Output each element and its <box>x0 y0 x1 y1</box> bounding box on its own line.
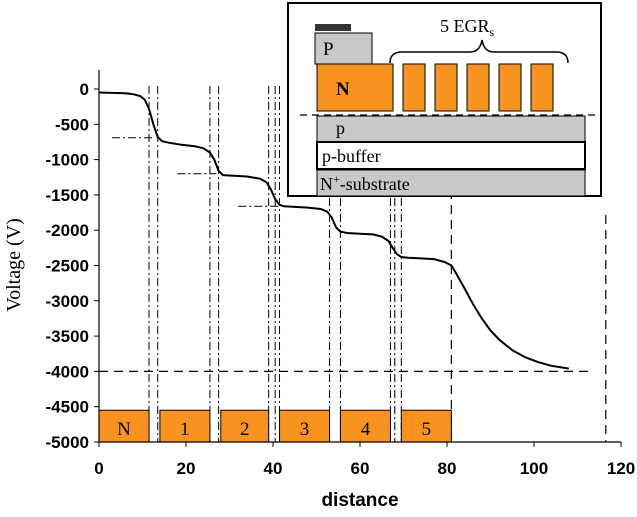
x-tick-label: 0 <box>94 459 103 478</box>
y-tick-label: -500 <box>55 115 89 134</box>
voltage-curve <box>98 91 569 370</box>
p-layer <box>316 115 586 143</box>
egr-ring-3 <box>466 63 490 112</box>
y-tick-label: -1000 <box>46 151 89 170</box>
y-tick-label: -3000 <box>46 292 89 311</box>
n-region-block <box>316 63 394 112</box>
p-region-block <box>314 32 373 65</box>
region-block-1 <box>159 409 211 443</box>
p-buffer-layer <box>316 141 586 170</box>
region-block-label: N <box>117 419 131 440</box>
contact-bar <box>315 24 351 31</box>
egr-ring-1 <box>402 63 426 112</box>
bottom-region-blocks: N 1 2 3 4 5 <box>98 409 452 443</box>
n-region-label: N <box>336 79 350 100</box>
egr-label: 5 EGRs <box>440 16 495 39</box>
x-tick-label: 80 <box>438 459 457 478</box>
y-tick-label: -4500 <box>46 398 89 417</box>
region-block-4 <box>339 409 391 443</box>
y-tick-label: -2500 <box>46 257 89 276</box>
x-tick-label: 100 <box>520 459 548 478</box>
region-block-label: 4 <box>361 419 371 440</box>
x-tick-label: 60 <box>351 459 370 478</box>
region-block-label: 2 <box>240 419 250 440</box>
y-axis-title: Voltage (V) <box>3 218 25 312</box>
egr-ring-5 <box>530 63 554 112</box>
x-tick-label: 20 <box>177 459 196 478</box>
egr-brace <box>389 39 569 64</box>
region-block-3 <box>279 409 331 443</box>
region-block-label: 3 <box>300 419 310 440</box>
y-tick-label: -4000 <box>46 362 89 381</box>
y-tick-label: 0 <box>80 80 89 99</box>
region-block-label: 1 <box>180 419 190 440</box>
y-tick-label: -3500 <box>46 327 89 346</box>
p-region-label: P <box>323 39 334 60</box>
substrate-label: N+-substrate <box>320 172 410 194</box>
device-inset: P N 5 EGRs p p-buffer N+-substrate <box>287 2 602 197</box>
egr-ring-2 <box>434 63 458 112</box>
x-axis-title: distance <box>321 490 398 511</box>
y-tick-label: -2000 <box>46 221 89 240</box>
x-axis-ticks: 0 20 40 60 80 100 120 <box>94 442 635 478</box>
y-tick-label: -1500 <box>46 186 89 205</box>
y-axis-ticks: 0 -500 -1000 -1500 -2000 -2500 -3000 -3500 -4000… <box>46 80 99 452</box>
x-tick-label: 120 <box>607 459 635 478</box>
y-tick-label: -5000 <box>46 433 89 452</box>
region-block-5 <box>400 409 452 443</box>
region-block-label: 5 <box>422 419 432 440</box>
substrate-layer <box>316 169 586 197</box>
region-block-2 <box>220 409 270 443</box>
p-buffer-label: p-buffer <box>322 146 381 166</box>
x-tick-label: 40 <box>264 459 283 478</box>
p-layer-label: p <box>336 118 345 138</box>
egr-ring-4 <box>498 63 522 112</box>
